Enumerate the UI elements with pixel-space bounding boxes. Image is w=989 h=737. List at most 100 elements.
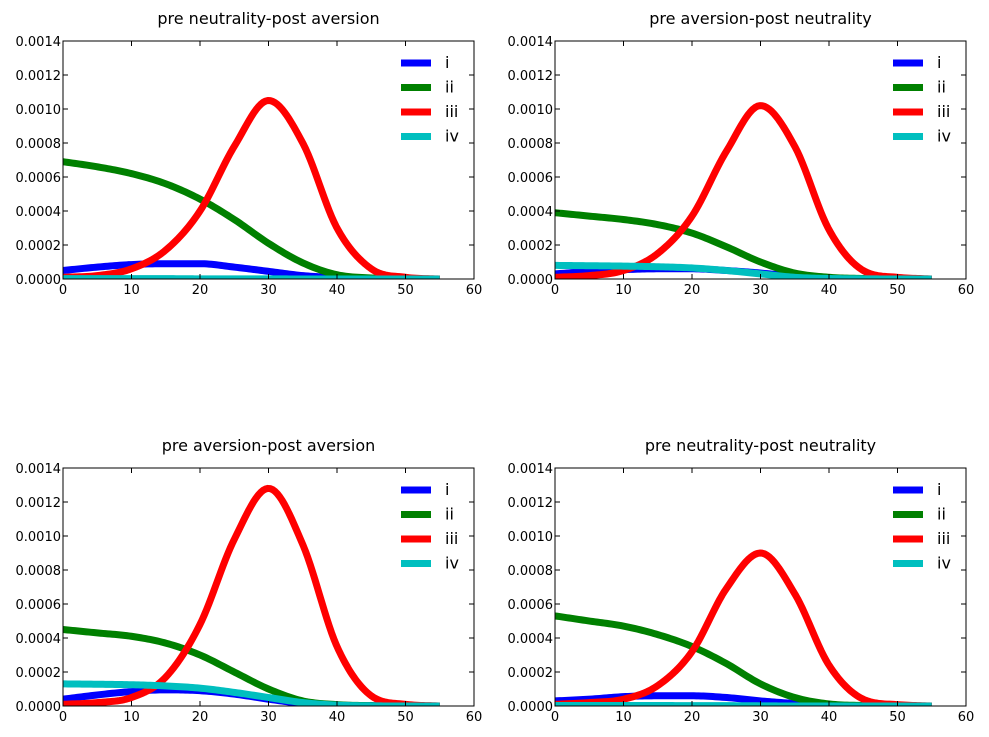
series-line-iii: [63, 97, 441, 279]
y-tick-label: 0.0010: [16, 103, 62, 118]
chart-title: pre aversion-post aversion: [162, 436, 376, 455]
y-tick-label: 0.0006: [16, 171, 62, 186]
y-tick-label: 0.0004: [16, 632, 62, 647]
series-line-ii: [555, 612, 933, 706]
x-tick-label: 50: [397, 710, 414, 725]
y-tick-label: 0.0014: [16, 462, 62, 477]
y-tick-label: 0.0002: [508, 666, 554, 681]
y-tick-label: 0.0010: [508, 103, 554, 118]
legend-label-iv: iv: [937, 554, 951, 573]
chart-panel-4: pre neutrality-post neutrality 0 10 20 30 40 5…: [508, 436, 975, 725]
y-tick-label: 0.0000: [16, 273, 62, 288]
x-tick-label: 60: [958, 710, 975, 725]
series-line-iii: [555, 549, 933, 706]
y-tick-label: 0.0012: [16, 496, 62, 511]
y-tick-label: 0.0008: [508, 137, 554, 152]
x-tick-label: 0: [59, 710, 67, 725]
legend-label-iv: iv: [445, 127, 459, 146]
y-tick-label: 0.0008: [16, 564, 62, 579]
y-tick-label: 0.0000: [508, 700, 554, 715]
x-tick-label: 20: [684, 283, 701, 298]
y-tick-label: 0.0002: [16, 666, 62, 681]
y-tick-label: 0.0002: [16, 239, 62, 254]
x-tick-label: 30: [752, 710, 769, 725]
legend-label-ii: ii: [445, 78, 454, 97]
x-tick-label: 0: [551, 710, 559, 725]
chart-panel-2: pre aversion-post neutrality 0 10 20 30 40 50 6…: [508, 9, 975, 298]
y-tick-label: 0.0014: [508, 35, 554, 50]
x-tick-label: 50: [889, 283, 906, 298]
y-tick-label: 0.0008: [508, 564, 554, 579]
legend-label-iii: iii: [937, 102, 950, 121]
x-tick-label: 10: [615, 283, 632, 298]
y-tick-label: 0.0004: [16, 205, 62, 220]
plot-area: [63, 484, 441, 706]
legend-label-iv: iv: [445, 554, 459, 573]
x-tick-label: 30: [260, 283, 277, 298]
x-tick-label: 40: [329, 283, 346, 298]
y-tick-label: 0.0012: [508, 496, 554, 511]
series-line-ii: [63, 158, 441, 279]
y-tick-label: 0.0006: [16, 598, 62, 613]
legend-label-i: i: [937, 480, 941, 499]
x-tick-label: 0: [59, 283, 67, 298]
y-tick-label: 0.0000: [508, 273, 554, 288]
y-tick-label: 0.0012: [16, 69, 62, 84]
legend-label-iii: iii: [937, 529, 950, 548]
legend-label-i: i: [445, 53, 449, 72]
x-tick-label: 20: [684, 710, 701, 725]
y-tick-label: 0.0010: [16, 530, 62, 545]
series-line-iii: [555, 102, 933, 279]
y-tick-label: 0.0014: [16, 35, 62, 50]
y-tick-label: 0.0006: [508, 171, 554, 186]
x-tick-label: 50: [889, 710, 906, 725]
x-tick-label: 20: [192, 283, 209, 298]
y-tick-label: 0.0004: [508, 632, 554, 647]
x-tick-label: 30: [752, 283, 769, 298]
chart-panel-1: pre neutrality-post aversion 0 10 20 30 40 50 6…: [16, 9, 483, 298]
plot-area: [63, 97, 441, 279]
x-tick-label: 60: [466, 283, 483, 298]
legend-label-ii: ii: [445, 505, 454, 524]
x-tick-label: 40: [329, 710, 346, 725]
y-tick-label: 0.0002: [508, 239, 554, 254]
y-tick-label: 0.0000: [16, 700, 62, 715]
x-tick-label: 40: [821, 283, 838, 298]
x-tick-label: 10: [615, 710, 632, 725]
x-tick-label: 60: [958, 283, 975, 298]
x-tick-label: 10: [123, 283, 140, 298]
legend-label-iii: iii: [445, 102, 458, 121]
x-tick-label: 10: [123, 710, 140, 725]
axes-frame: [554, 467, 967, 707]
legend-label-i: i: [445, 480, 449, 499]
x-tick-label: 0: [551, 283, 559, 298]
legend-label-ii: ii: [937, 78, 946, 97]
axes-frame: [554, 40, 967, 280]
legend-label-i: i: [937, 53, 941, 72]
y-tick-label: 0.0008: [16, 137, 62, 152]
y-tick-label: 0.0004: [508, 205, 554, 220]
y-tick-label: 0.0014: [508, 462, 554, 477]
x-tick-label: 30: [260, 710, 277, 725]
x-tick-label: 20: [192, 710, 209, 725]
plot-area: [555, 102, 933, 279]
x-tick-label: 50: [397, 283, 414, 298]
chart-title: pre neutrality-post neutrality: [645, 436, 876, 455]
y-tick-label: 0.0012: [508, 69, 554, 84]
axes-frame: [62, 467, 475, 707]
legend-label-iv: iv: [937, 127, 951, 146]
series-line-iii: [63, 484, 441, 706]
chart-panel-3: pre aversion-post aversion 0 10 20 30 40 50 60 0…: [16, 436, 483, 725]
plot-area: [555, 549, 933, 706]
x-tick-label: 60: [466, 710, 483, 725]
chart-title: pre neutrality-post aversion: [157, 9, 379, 28]
legend-label-iii: iii: [445, 529, 458, 548]
x-tick-label: 40: [821, 710, 838, 725]
legend-label-ii: ii: [937, 505, 946, 524]
y-tick-label: 0.0010: [508, 530, 554, 545]
